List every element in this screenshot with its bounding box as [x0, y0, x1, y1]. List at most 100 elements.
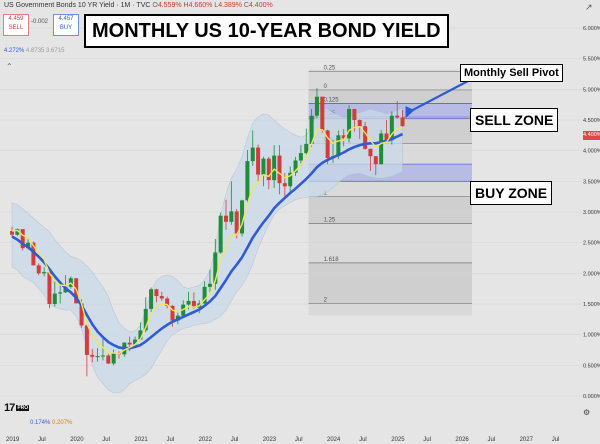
candle — [213, 252, 218, 284]
logo-text: 17 — [4, 402, 15, 414]
candle — [159, 296, 164, 299]
y-tick-label: 3.500% — [583, 179, 600, 185]
candle — [400, 117, 405, 127]
pivot-callout: Monthly Sell Pivot — [460, 64, 563, 82]
candle — [138, 330, 143, 340]
bottom-value-orange: 0.207% — [52, 420, 73, 426]
candle — [304, 143, 309, 154]
candle — [352, 108, 357, 120]
x-tick-label: 2021 — [134, 437, 148, 443]
x-tick-label: Jul — [102, 437, 110, 443]
y-tick-label: 5.000% — [583, 87, 600, 93]
x-tick-label: 2019 — [6, 437, 20, 443]
symbol-header: US Government Bonds 10 YR Yield · 1M · T… — [4, 2, 273, 9]
candle — [191, 300, 196, 308]
y-tick-label: 0.500% — [583, 363, 600, 369]
open-value: 4.559% — [157, 2, 182, 9]
x-tick-label: 2024 — [327, 437, 341, 443]
buy-label: BUY — [59, 25, 73, 31]
y-tick-label: 0.000% — [583, 394, 600, 400]
y-tick-label: 1.500% — [583, 302, 600, 308]
candle — [368, 148, 373, 157]
low-label: L — [214, 2, 219, 9]
symbol-name: US Government Bonds 10 YR Yield · 1M · T… — [4, 2, 151, 9]
x-tick-label: Jul — [38, 437, 46, 443]
x-tick-label: Jul — [359, 437, 367, 443]
collapse-chevron-icon[interactable]: ⌃ — [6, 62, 13, 71]
candle — [20, 229, 25, 249]
candle — [266, 158, 271, 181]
x-tick-label: Jul — [423, 437, 431, 443]
candle — [10, 231, 14, 235]
candle — [357, 120, 362, 127]
candle — [31, 242, 36, 266]
x-tick-label: Jul — [231, 437, 239, 443]
y-tick-label: 6.000% — [583, 26, 600, 32]
candle — [389, 115, 394, 141]
pivot-arrow — [408, 79, 471, 114]
candle — [272, 155, 277, 181]
candle — [143, 308, 148, 331]
chart-menu-icon[interactable]: ↗ — [585, 2, 593, 12]
y-tick-label: 2.000% — [583, 271, 600, 277]
y-tick-label: 4.500% — [583, 118, 600, 124]
x-tick-label: Jul — [295, 437, 303, 443]
candle — [52, 293, 57, 304]
fib-band — [308, 223, 472, 263]
candle — [288, 172, 293, 187]
pivot-arrow-head — [405, 106, 415, 119]
candle — [165, 298, 170, 306]
ema-slow-line — [11, 132, 404, 350]
fib-band — [308, 196, 472, 224]
time-axis — [0, 430, 600, 444]
fib-label: 0.25 — [324, 66, 336, 72]
candle — [277, 155, 282, 184]
sell-label: SELL — [8, 25, 24, 31]
buy-button[interactable]: 4.457 BUY — [53, 14, 79, 36]
x-tick-label: Jul — [552, 437, 560, 443]
candle — [325, 130, 330, 159]
candle — [106, 355, 111, 364]
candle — [84, 325, 89, 355]
candle — [261, 158, 266, 175]
fib-label: 1 — [324, 191, 328, 197]
candle — [36, 265, 41, 274]
candle — [154, 289, 159, 297]
candle — [347, 108, 352, 139]
candle — [245, 161, 250, 201]
candle — [320, 96, 325, 131]
candle — [229, 211, 234, 222]
candle — [336, 135, 341, 157]
y-tick-label: 2.500% — [583, 241, 600, 247]
indicator-values: 4.272% 4.8735 3.6715 — [4, 48, 64, 54]
candle — [47, 272, 52, 304]
candle — [26, 242, 31, 249]
candle — [58, 292, 63, 294]
sell-button[interactable]: 4.459 SELL — [3, 14, 29, 36]
pro-badge: PRO — [16, 405, 30, 412]
x-tick-label: 2025 — [391, 437, 405, 443]
tradingview-logo: 17 PRO — [4, 402, 30, 414]
candle — [256, 147, 261, 175]
close-value: 4.400% — [248, 2, 273, 9]
open-label: O — [152, 2, 158, 9]
high-value: 4.660% — [188, 2, 213, 9]
settings-gear-icon[interactable]: ⚙ — [583, 408, 591, 417]
close-label: C — [243, 2, 249, 9]
sell-zone-label: SELL ZONE — [470, 108, 559, 132]
x-tick-label: Jul — [167, 437, 175, 443]
y-tick-label: 5.500% — [583, 57, 600, 63]
candle — [170, 305, 175, 321]
x-tick-label: 2026 — [455, 437, 469, 443]
candle — [202, 286, 207, 304]
candle — [149, 289, 154, 309]
candle — [133, 339, 138, 345]
candle — [234, 211, 239, 234]
candle — [373, 156, 378, 165]
candle — [363, 126, 368, 149]
candle — [309, 115, 314, 144]
bottom-value-blue: 0.174% — [30, 420, 51, 426]
candle — [379, 133, 384, 165]
fib-band — [308, 262, 472, 304]
spread-value: -0.002 — [31, 19, 49, 25]
